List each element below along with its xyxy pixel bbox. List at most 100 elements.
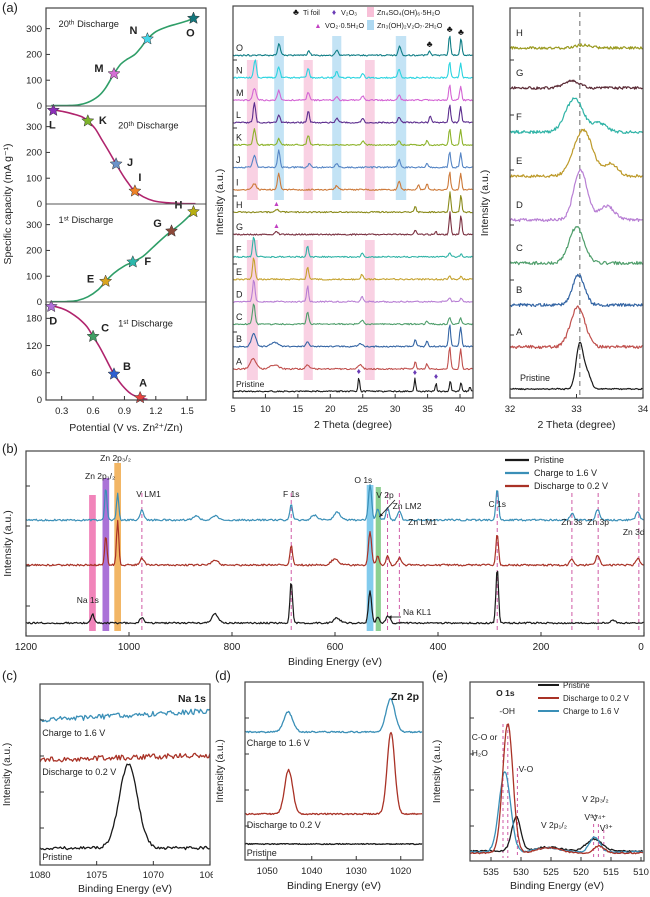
star-point-N — [140, 31, 155, 45]
xrd-curve-B — [232, 324, 473, 348]
legend-item-label: Discharge to 0.2 V — [534, 481, 608, 491]
xrd-curve-D — [233, 279, 473, 303]
x-tick-label: 800 — [224, 642, 241, 653]
panel-e: (e) O 1s -OH C-O or H₂O V-O V 2p₁/₂ V 2p₃/₂ V⁵⁺… — [430, 668, 650, 897]
legend-item-label: Ti foil — [303, 8, 320, 17]
xrd-curve-label-O: O — [236, 43, 243, 53]
xrd-curve-F — [232, 236, 473, 259]
legend-item-label: VO₂·0.5H₂O — [325, 21, 365, 30]
legend-item-label: Pristine — [534, 455, 564, 465]
svg-e-plot: O 1s -OH C-O or H₂O V-O V 2p₁/₂ V 2p₃/₂ V⁵⁺V⁴⁺V… — [432, 681, 649, 892]
capacity-curve — [51, 17, 194, 107]
star-point-label-O: O — [186, 27, 195, 39]
x-tick-label: 0 — [638, 642, 644, 653]
y-axis-title: Intensity (a.u.) — [215, 739, 226, 802]
x-tick-label: 200 — [533, 642, 550, 653]
xrd-plot: Pristine ♦ ♦ ♦ A B C D E F G ▲ H ▲ I J K L M N O ♣ ♣ ♣ ♣ Ti foil ♦… — [215, 5, 474, 431]
y-tick-label: 200 — [26, 148, 42, 159]
xrd-curve-label-K: K — [236, 133, 242, 143]
panel-c: (c) Charge to 1.6 V Discharge to 0.2 V Pri… — [0, 668, 213, 897]
panel-xrd-full: Pristine ♦ ♦ ♦ A B C D E F G ▲ H ▲ I J K L M N O ♣ ♣ ♣ ♣ Ti foil ♦… — [215, 0, 480, 441]
x-tick-label: 1040 — [301, 866, 322, 877]
vo2-triangle-icon: ▲ — [315, 23, 322, 30]
curve-state-label: Discharge to 0.2 V — [247, 820, 321, 830]
y-tick-label: 180 — [26, 314, 42, 325]
y-tick-label: 0 — [37, 395, 42, 406]
phase-highlight-band — [246, 60, 258, 200]
survey-curve-Pristine — [25, 570, 644, 625]
y-tick-label: 60 — [31, 368, 42, 379]
xrd-curve-label-B: B — [236, 334, 242, 344]
x-tick-label: 15 — [293, 404, 304, 415]
star-point-I — [128, 184, 142, 197]
star-point-G — [164, 224, 179, 237]
x-tick-label: 20 — [325, 404, 336, 415]
y-axis-title: Specific capacity (mA g⁻¹) — [2, 143, 14, 264]
survey-curve-Charge-to-1-6-V — [25, 484, 645, 522]
xrd-zoom-curve-D — [509, 168, 643, 223]
x-tick-label: 33 — [571, 404, 582, 415]
star-point-label-H: H — [174, 200, 182, 212]
xrd-zoom-curve-label-C: C — [516, 243, 523, 254]
annotation-arrow — [378, 499, 396, 518]
subpanel-title: 1ˢᵗ Discharge — [59, 215, 114, 225]
x-tick-label: 1070 — [143, 870, 164, 881]
star-point-label-E: E — [87, 273, 94, 285]
phase-highlight-band — [303, 240, 313, 380]
xrd-curve-label-F: F — [236, 245, 242, 255]
vo2-triangle-icon: ▲ — [273, 223, 280, 230]
x-tick-label: 525 — [543, 867, 559, 878]
x-tick-label: 1030 — [346, 866, 367, 877]
peak-label: H₂O — [472, 748, 488, 758]
panel-b: (b) Na 1s Zn 2p₁/₂ Zn 2p₃/₂ V LM1 F 1s O 1s V … — [0, 441, 650, 668]
peak-label: V⁴⁺ — [592, 813, 606, 823]
vo2-triangle-icon: ▲ — [273, 201, 280, 208]
xrd-zoom-plot: Pristine A B C D E F G H 32 33 34 2 Theta (degree) In… — [480, 7, 648, 431]
xrd-zoom-curve-E — [509, 128, 643, 179]
xps-curve-Discharge-to-0-2-V — [39, 752, 211, 763]
ti-foil-club-icon: ♣ — [458, 27, 464, 37]
y-tick-label: 120 — [26, 341, 42, 352]
xrd-curve-E — [232, 257, 473, 281]
phase-highlight-band — [365, 60, 375, 200]
x-tick-label: 1200 — [15, 642, 38, 653]
panel-d: (d) Charge to 1.6 V Discharge to 0.2 V Pri… — [213, 668, 430, 897]
ti-foil-club-icon: ♣ — [427, 39, 433, 49]
star-point-label-I: I — [138, 172, 141, 184]
xrd-curve-G — [232, 211, 473, 236]
x-tick-label: 1020 — [390, 866, 411, 877]
v2o3-diamond-icon: ♦ — [332, 7, 337, 17]
xrd-curve-label-E: E — [236, 267, 242, 277]
star-point-label-F: F — [144, 256, 151, 268]
peak-label: Zn 3s — [561, 517, 582, 527]
phase-highlight-band — [365, 240, 375, 380]
peak-label: Zn 2p₁/₂ — [85, 471, 115, 481]
legend-item-label: Charge to 1.6 V — [534, 468, 597, 478]
peak-label: V 2p₃/₂ — [582, 794, 609, 804]
x-tick-label: 510 — [633, 867, 649, 878]
x-tick-label: 1.5 — [181, 406, 194, 417]
axis-box — [232, 5, 474, 399]
xrd-curve-C — [232, 303, 473, 326]
x-tick-label: 1075 — [86, 870, 107, 881]
panel-c-label: (c) — [2, 668, 18, 683]
x-tick-label: 32 — [505, 404, 516, 415]
capacity-curve — [51, 211, 195, 303]
xps-curve-Pristine — [39, 763, 211, 851]
xps-highlight-band — [366, 485, 374, 631]
xrd-zoom-curve-label-Pristine: Pristine — [520, 373, 550, 383]
xrd-curve-label-M: M — [236, 88, 244, 98]
xrd-curve-J — [232, 149, 473, 169]
xrd-curve-label-L: L — [236, 110, 241, 120]
y-tick-label: 0 — [37, 199, 42, 210]
peak-label: V⁵⁺ — [584, 812, 598, 822]
ti-foil-club-icon: ♣ — [447, 24, 453, 34]
star-point-label-M: M — [94, 63, 103, 75]
y-tick-label: 200 — [26, 50, 42, 61]
star-point-F — [126, 255, 140, 268]
annotation-arrow-head — [388, 615, 392, 619]
star-point-H — [186, 204, 201, 218]
xps-curve-Charge-to-1-6-V — [469, 771, 644, 854]
v2o3-diamond-icon: ♦ — [413, 367, 418, 377]
